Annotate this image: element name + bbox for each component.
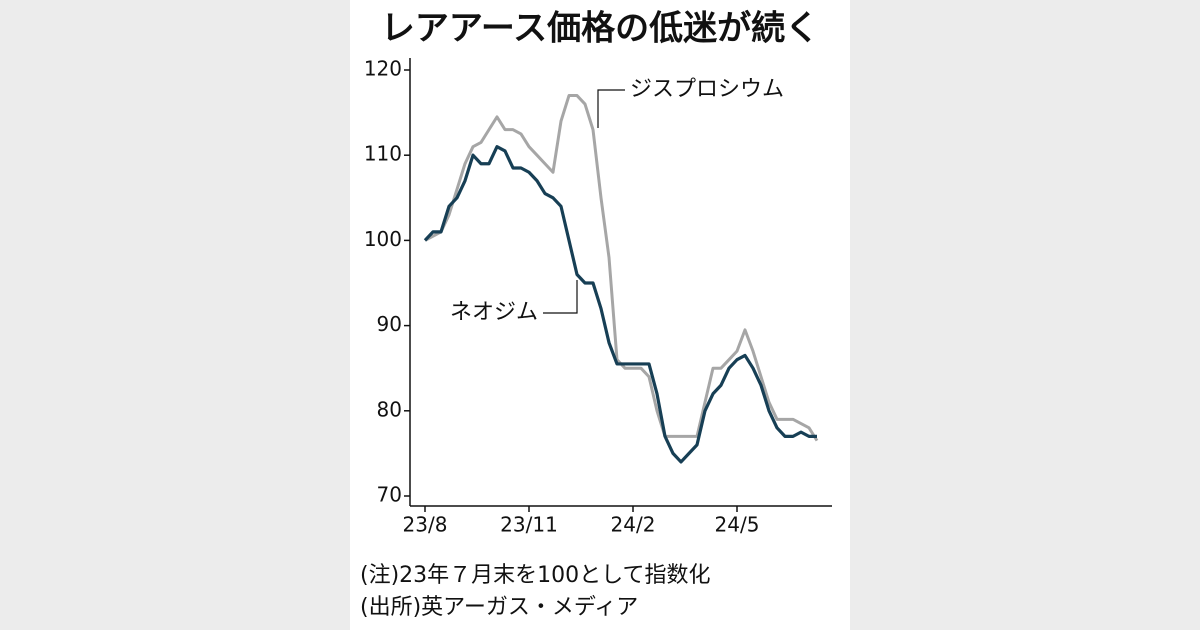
source: (出所)英アーガス・メディア bbox=[360, 595, 638, 620]
x-tick-label: 24/2 bbox=[611, 513, 656, 537]
x-tick-label: 24/5 bbox=[715, 513, 760, 537]
panel bbox=[350, 0, 850, 630]
series-label: ジスプロシウム bbox=[630, 77, 784, 102]
series-line bbox=[423, 145, 817, 464]
leader-line bbox=[597, 89, 625, 128]
series-label: ネオジム bbox=[450, 300, 538, 325]
chart-title: レアアース価格の低迷が続く bbox=[381, 9, 819, 49]
y-tick-label: 100 bbox=[364, 227, 402, 251]
x-tick-label: 23/11 bbox=[500, 513, 558, 537]
leader-line bbox=[543, 280, 578, 314]
y-tick-label: 90 bbox=[377, 312, 402, 336]
x-tick-label: 23/8 bbox=[403, 513, 448, 537]
y-tick-label: 70 bbox=[377, 483, 402, 507]
y-tick-label: 110 bbox=[364, 142, 402, 166]
note: (注)23年７月末を100として指数化 bbox=[360, 563, 711, 588]
y-tick-label: 80 bbox=[377, 397, 402, 421]
y-tick-label: 120 bbox=[364, 57, 402, 81]
